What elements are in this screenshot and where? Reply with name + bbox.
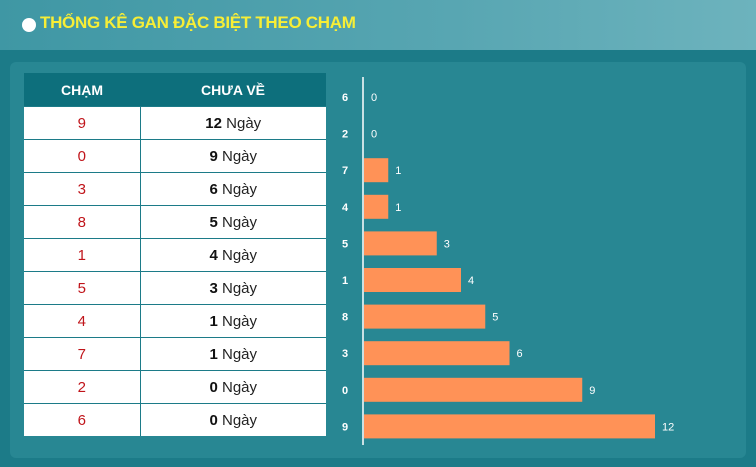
cell-cham: 8 bbox=[24, 205, 141, 239]
category-tick-label: 2 bbox=[342, 129, 348, 141]
cell-chua-ve: 4 Ngày bbox=[140, 238, 326, 272]
days-count: 12 bbox=[205, 114, 222, 132]
cell-chua-ve: 1 Ngày bbox=[140, 304, 326, 338]
category-tick-label: 4 bbox=[342, 202, 349, 214]
bar bbox=[364, 231, 437, 256]
bar bbox=[364, 304, 486, 329]
category-tick-label: 5 bbox=[342, 238, 348, 250]
table-header-row: CHẠM CHƯA VỀ bbox=[24, 73, 326, 107]
days-unit: Ngày bbox=[221, 378, 258, 396]
bullet-icon bbox=[22, 18, 36, 32]
bar bbox=[364, 341, 510, 366]
days-count: 9 bbox=[209, 147, 218, 165]
bar-value-label: 5 bbox=[492, 312, 498, 324]
bar-value-label: 12 bbox=[662, 421, 674, 433]
days-count: 5 bbox=[209, 213, 218, 231]
bar-value-label: 0 bbox=[371, 129, 377, 141]
table-row: 9 12 Ngày bbox=[24, 106, 326, 140]
column-header-chua-ve: CHƯA VỀ bbox=[140, 73, 326, 107]
days-count: 3 bbox=[209, 279, 218, 297]
cell-chua-ve: 12 Ngày bbox=[140, 106, 326, 140]
bar-value-label: 6 bbox=[517, 348, 523, 360]
bar bbox=[364, 377, 583, 402]
cell-chua-ve: 5 Ngày bbox=[140, 205, 326, 239]
cell-cham: 3 bbox=[24, 172, 141, 206]
cell-chua-ve: 9 Ngày bbox=[140, 139, 326, 173]
days-unit: Ngày bbox=[221, 345, 258, 363]
bar bbox=[364, 194, 389, 219]
bar bbox=[364, 268, 461, 292]
days-unit: Ngày bbox=[226, 114, 262, 132]
bar-value-label: 1 bbox=[395, 165, 401, 177]
cell-cham: 9 bbox=[24, 106, 141, 140]
days-unit: Ngày bbox=[221, 213, 258, 231]
days-unit: Ngày bbox=[221, 411, 258, 429]
cell-chua-ve: 0 Ngày bbox=[140, 370, 326, 404]
category-tick-label: 3 bbox=[342, 348, 348, 360]
category-tick-label: 9 bbox=[342, 421, 348, 433]
cell-cham: 4 bbox=[24, 304, 141, 338]
category-tick-label: 6 bbox=[342, 92, 348, 104]
days-unit: Ngày bbox=[221, 312, 258, 330]
bar-value-label: 1 bbox=[395, 202, 401, 214]
cell-cham: 6 bbox=[24, 403, 141, 436]
bar-value-label: 3 bbox=[444, 238, 450, 250]
gan-table: CHẠM CHƯA VỀ 9 12 Ngày 0 9 Ngày 3 6 Ngày 8 5 Ng… bbox=[24, 73, 326, 436]
cell-cham: 0 bbox=[24, 139, 141, 173]
category-tick-label: 8 bbox=[342, 312, 348, 324]
days-count: 1 bbox=[209, 312, 218, 330]
cell-chua-ve: 0 Ngày bbox=[140, 403, 326, 436]
table-body: 9 12 Ngày 0 9 Ngày 3 6 Ngày 8 5 Ngày 1 4 Ngày 5 3 N… bbox=[24, 106, 326, 436]
bar-value-label: 0 bbox=[371, 92, 377, 104]
days-count: 1 bbox=[209, 345, 218, 363]
bar bbox=[364, 158, 389, 183]
column-header-cham: CHẠM bbox=[24, 73, 140, 107]
cell-cham: 5 bbox=[24, 271, 141, 305]
category-tick-label: 1 bbox=[342, 275, 348, 287]
cell-chua-ve: 6 Ngày bbox=[140, 172, 326, 206]
category-tick-label: 7 bbox=[342, 165, 348, 177]
bar-value-label: 4 bbox=[468, 275, 474, 287]
category-tick-label: 0 bbox=[342, 385, 348, 397]
cell-cham: 7 bbox=[24, 337, 141, 371]
page-title: THỐNG KÊ GAN ĐẶC BIỆT THEO CHẠM bbox=[40, 13, 356, 32]
days-count: 0 bbox=[209, 378, 218, 396]
cell-chua-ve: 3 Ngày bbox=[140, 271, 326, 305]
days-count: 0 bbox=[209, 411, 218, 429]
days-unit: Ngày bbox=[221, 246, 258, 264]
bar-value-label: 9 bbox=[589, 385, 595, 397]
days-unit: Ngày bbox=[221, 279, 258, 297]
days-unit: Ngày bbox=[221, 147, 258, 165]
gan-bar-chart: 6 02 07 14 15 31 48 53 60 99 12 bbox=[342, 77, 674, 445]
cell-cham: 2 bbox=[24, 370, 141, 404]
days-count: 6 bbox=[209, 180, 218, 198]
days-unit: Ngày bbox=[221, 180, 258, 198]
cell-cham: 1 bbox=[24, 238, 141, 272]
bar bbox=[364, 414, 655, 439]
cell-chua-ve: 1 Ngày bbox=[140, 337, 326, 371]
days-count: 4 bbox=[209, 246, 218, 264]
header-bar: THỐNG KÊ GAN ĐẶC BIỆT THEO CHẠM bbox=[0, 0, 756, 50]
